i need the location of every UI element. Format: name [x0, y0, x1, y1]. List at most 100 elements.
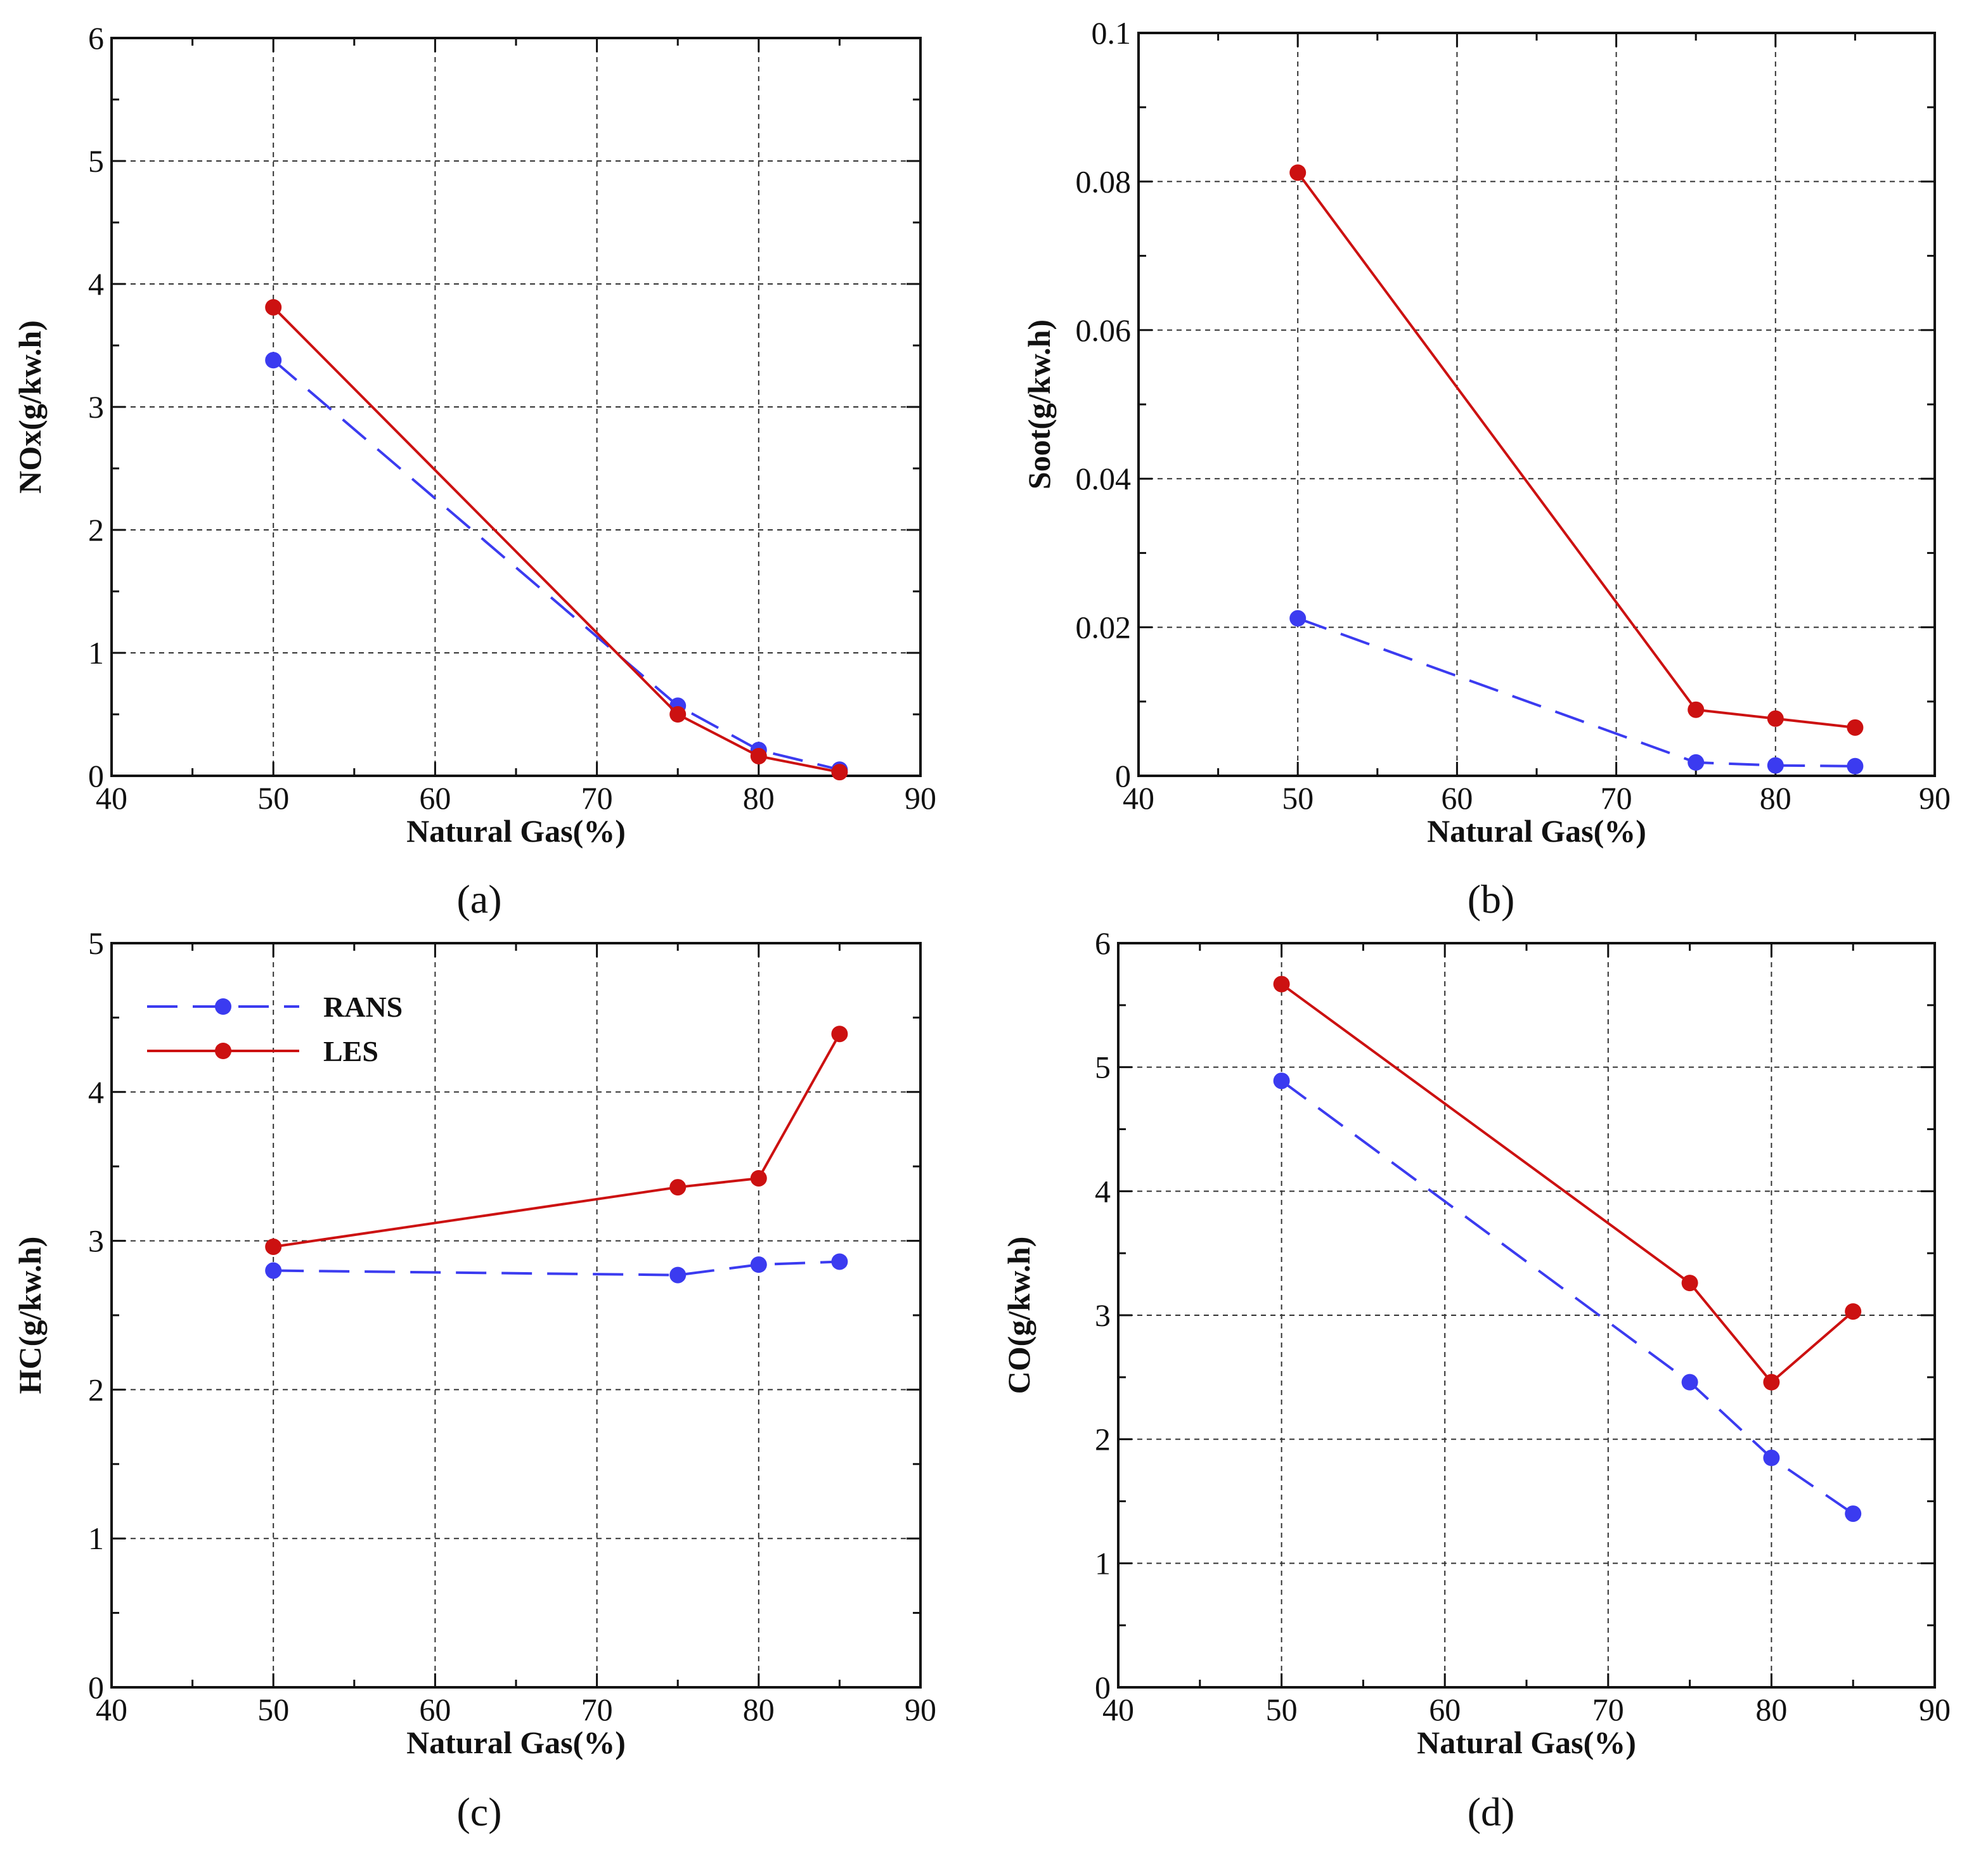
x-tick-label: 60	[419, 1692, 451, 1727]
legend-label-les: LES	[323, 1035, 378, 1067]
legend-marker-les	[215, 1043, 231, 1059]
x-tick-label: 50	[257, 1692, 289, 1727]
data-point-rans	[831, 1253, 848, 1270]
data-point-les	[1847, 719, 1864, 736]
x-tick-label: 40	[1123, 780, 1154, 816]
chart-panel: 40 50 60 70 80 90 0 0.02 0.04 0.06 0.08 0.1 Natural …	[1021, 15, 1951, 922]
data-point-rans	[265, 1262, 282, 1279]
x-tick-label: 60	[419, 780, 451, 816]
x-tick-label: 80	[743, 780, 775, 816]
y-tick-label: 1	[88, 635, 104, 671]
x-tick-label: 90	[1919, 1692, 1951, 1727]
y-axis-label: NOx(g/kw.h)	[12, 320, 48, 494]
y-tick-label: 4	[1095, 1173, 1111, 1209]
y-tick-label: 1	[1095, 1545, 1111, 1581]
series-line-les	[1296, 172, 1856, 729]
series-line-rans	[272, 359, 840, 771]
y-tick-label: 0.1	[1092, 15, 1132, 51]
x-tick-label: 70	[1592, 1692, 1624, 1727]
panel-label: (c)	[456, 1789, 501, 1834]
data-point-rans	[1273, 1072, 1290, 1090]
x-tick-label: 90	[905, 780, 936, 816]
chart-panel: 40 50 60 70 80 90 0 1 2 3 4 5 Natural Gas(%) HC(g/kw.…	[12, 925, 936, 1834]
y-tick-label: 1	[88, 1521, 104, 1556]
x-tick-label: 90	[1919, 780, 1951, 816]
x-tick-label: 40	[1102, 1692, 1134, 1727]
data-point-les	[265, 299, 282, 316]
data-point-les	[1845, 1303, 1862, 1320]
chart-panel: 40 50 60 70 80 90 0 1 2 3 4 5 6 Natural Gas(%) NOx(g/k…	[12, 20, 936, 922]
data-point-rans	[750, 1256, 767, 1273]
y-tick-label: 0	[1095, 1670, 1111, 1705]
plot-frame	[110, 942, 922, 1689]
legend-label-rans: RANS	[323, 991, 403, 1023]
series-line-rans	[273, 1260, 840, 1277]
data-point-les	[831, 1026, 848, 1043]
plot-frame	[1137, 32, 1936, 777]
y-tick-label: 3	[88, 389, 104, 425]
x-tick-label: 80	[1760, 780, 1791, 816]
y-tick-label: 0.08	[1076, 164, 1132, 199]
y-tick-label: 6	[88, 20, 104, 56]
x-tick-label: 50	[1282, 780, 1314, 816]
data-point-les	[1763, 1374, 1780, 1391]
data-point-rans	[1845, 1505, 1862, 1522]
y-tick-label: 5	[1095, 1050, 1111, 1085]
x-tick-label: 60	[1441, 780, 1473, 816]
y-tick-label: 0	[88, 1670, 104, 1705]
data-point-rans	[1681, 1374, 1698, 1391]
data-point-rans	[669, 1266, 687, 1284]
x-tick-label: 80	[1755, 1692, 1787, 1727]
y-tick-label: 0.02	[1076, 610, 1132, 645]
x-tick-label: 40	[96, 780, 127, 816]
data-point-les	[750, 747, 767, 764]
data-point-rans	[1767, 757, 1784, 774]
series-line-rans	[1297, 617, 1856, 768]
y-tick-label: 4	[88, 1074, 104, 1110]
y-axis-label: Soot(g/kw.h)	[1021, 319, 1057, 489]
y-tick-label: 5	[88, 143, 104, 179]
legend: RANS LES	[147, 991, 403, 1067]
data-point-les	[669, 1179, 687, 1196]
y-tick-label: 3	[88, 1223, 104, 1259]
x-axis-label: Natural Gas(%)	[406, 813, 626, 849]
data-point-les	[1767, 710, 1784, 727]
panel-label: (a)	[456, 877, 501, 922]
x-tick-label: 50	[257, 780, 289, 816]
data-point-rans	[1289, 610, 1307, 627]
y-tick-label: 0.04	[1076, 461, 1132, 496]
y-tick-label: 4	[88, 266, 104, 302]
data-point-les	[750, 1169, 767, 1187]
y-tick-label: 3	[1095, 1297, 1111, 1333]
data-point-rans	[1763, 1450, 1780, 1467]
data-point-rans	[265, 352, 282, 369]
data-point-les	[1289, 164, 1307, 181]
x-axis-label: Natural Gas(%)	[406, 1725, 626, 1760]
x-tick-label: 50	[1266, 1692, 1298, 1727]
y-axis-label: CO(g/kw.h)	[1001, 1237, 1036, 1394]
y-tick-label: 0	[1115, 758, 1131, 794]
y-tick-label: 0.06	[1076, 312, 1132, 348]
y-axis-label: HC(g/kw.h)	[12, 1237, 48, 1394]
y-tick-label: 0	[88, 758, 104, 794]
x-tick-label: 70	[581, 780, 613, 816]
x-tick-label: 70	[1601, 780, 1632, 816]
y-tick-label: 2	[88, 512, 104, 548]
data-point-les	[1681, 1275, 1698, 1292]
chart-panel: 40 50 60 70 80 90 0 1 2 3 4 5 6 Natural Gas(%) CO(g/kw…	[1001, 925, 1951, 1834]
data-point-les	[265, 1238, 282, 1255]
panel-label: (b)	[1468, 877, 1515, 922]
series-line-rans	[1281, 1079, 1854, 1515]
legend-marker-rans	[215, 998, 231, 1015]
data-point-les	[1273, 975, 1290, 993]
data-point-les	[669, 706, 687, 723]
x-tick-label: 90	[905, 1692, 936, 1727]
plot-frame	[1117, 942, 1936, 1689]
data-point-rans	[1847, 757, 1864, 775]
x-tick-label: 70	[581, 1692, 613, 1727]
y-tick-label: 2	[88, 1372, 104, 1407]
series-line-les	[273, 1033, 841, 1248]
x-tick-label: 60	[1429, 1692, 1461, 1727]
